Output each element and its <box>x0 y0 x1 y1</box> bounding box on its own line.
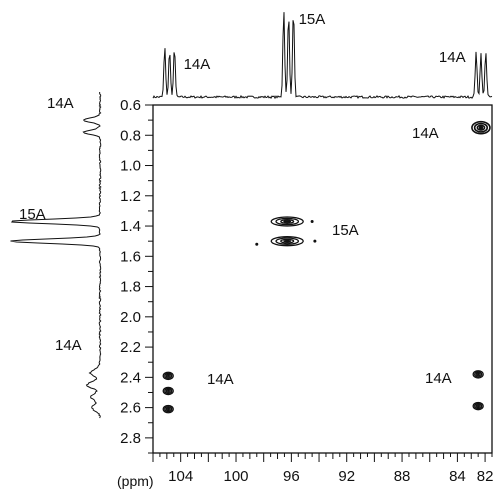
contour-ring <box>472 370 484 379</box>
y-tick-label: 2.4 <box>120 369 141 386</box>
cross-peak-label: 15A <box>332 222 359 239</box>
left-peak-label: 14A <box>47 95 74 112</box>
cross-peak <box>162 404 174 414</box>
y-tick-label: 2.8 <box>120 430 141 447</box>
y-tick-label: 0.8 <box>120 127 141 144</box>
contour-ring <box>162 386 174 396</box>
contour-ring <box>280 238 295 244</box>
x-axis: 104 100 96 92 88 84 82 (ppm) <box>117 453 493 489</box>
x-tick-label: 84 <box>449 468 466 485</box>
x-tick-label: 104 <box>168 468 193 485</box>
y-tick-label: 1.4 <box>120 218 141 235</box>
plot-area <box>152 104 493 454</box>
contour-ring <box>165 388 171 394</box>
x-tick-label: 92 <box>338 468 355 485</box>
contour-ring <box>280 219 295 224</box>
left-peak-label: 14A <box>55 337 82 354</box>
contour-satellite <box>255 242 259 246</box>
top-1d-spectrum: 14A 15A 14A <box>152 11 493 100</box>
contour-ring <box>270 216 304 227</box>
contour-ring <box>165 407 171 412</box>
annotation-labels: 14A 15A 14A 14A <box>207 125 452 388</box>
y-tick-label: 1.8 <box>120 279 141 296</box>
cross-peak-label: 14A <box>425 370 452 387</box>
contour-core <box>166 389 170 393</box>
contour-ring <box>476 124 486 131</box>
top-peak-label: 14A <box>184 56 211 73</box>
top-peak-label: 15A <box>299 11 326 28</box>
x-axis-unit-label: (ppm) <box>117 473 154 489</box>
cross-peak <box>162 371 174 381</box>
contour-ring <box>474 402 483 410</box>
top-spectrum-trace <box>152 12 493 100</box>
x-tick-label: 82 <box>477 468 494 485</box>
contour-core <box>283 220 292 223</box>
contour-ring <box>473 122 489 133</box>
cross-peak <box>270 236 304 247</box>
left-spectrum-trace <box>10 91 102 419</box>
contour-core <box>476 405 480 408</box>
contour-satellite <box>310 220 314 224</box>
top-peak-label: 14A <box>439 49 466 66</box>
y-tick-label: 1.6 <box>120 248 141 265</box>
contour-ring <box>475 372 481 377</box>
contour-core <box>476 373 480 376</box>
contour-ring <box>474 371 483 378</box>
contour-ring <box>472 401 484 411</box>
x-tick-label: 88 <box>394 468 411 485</box>
left-1d-spectrum: 14A 15A 14A <box>10 91 102 419</box>
contour-ring <box>275 217 300 226</box>
x-tick-label: 100 <box>224 468 249 485</box>
cross-peaks <box>162 120 491 414</box>
cross-peak <box>471 120 491 135</box>
contour-ring <box>164 405 173 413</box>
y-tick-label: 0.6 <box>120 97 141 114</box>
y-tick-label: 1.0 <box>120 158 141 175</box>
y-tick-label: 1.2 <box>120 188 141 205</box>
cross-peak <box>472 370 484 379</box>
contour-ring <box>162 404 174 414</box>
contour-ring <box>270 236 304 247</box>
cross-peak-label: 14A <box>207 371 234 388</box>
cross-peak-label: 14A <box>412 125 439 142</box>
contour-ring <box>164 387 173 395</box>
y-axis: 0.6 0.8 1.0 1.2 1.4 1.6 1.8 2.0 2.2 2.4 2.6 2.8 <box>120 97 153 454</box>
plot-border <box>152 104 493 454</box>
contour-satellite <box>313 239 317 243</box>
contour-core <box>166 408 170 411</box>
cross-peak <box>162 386 174 396</box>
cross-peak <box>270 216 304 227</box>
contour-ring <box>275 237 300 245</box>
contour-core <box>283 239 292 243</box>
x-tick-label: 96 <box>283 468 300 485</box>
contour-core <box>478 125 484 130</box>
contour-ring <box>162 371 174 381</box>
contour-ring <box>165 373 171 378</box>
contour-ring <box>471 120 491 135</box>
y-tick-label: 2.2 <box>120 339 141 356</box>
contour-ring <box>475 404 481 409</box>
contour-ring <box>164 372 173 380</box>
y-tick-label: 2.6 <box>120 400 141 417</box>
y-tick-label: 2.0 <box>120 309 141 326</box>
left-peak-label: 15A <box>19 206 46 223</box>
cross-peak <box>472 401 484 411</box>
contour-core <box>166 374 170 377</box>
